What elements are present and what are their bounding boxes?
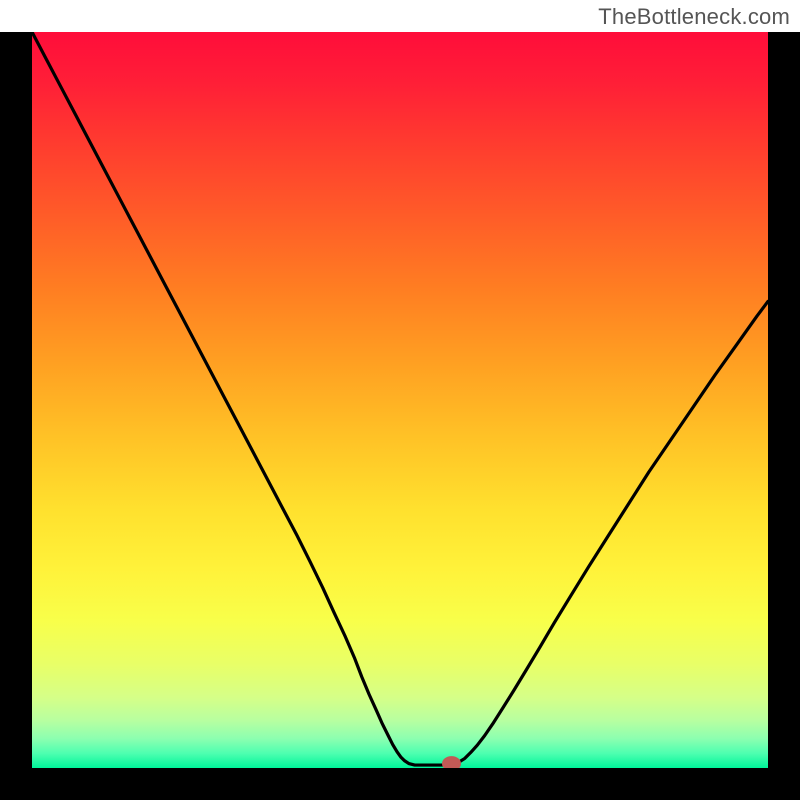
bottleneck-chart: TheBottleneck.com	[0, 0, 800, 800]
chart-svg	[0, 0, 800, 800]
watermark-text: TheBottleneck.com	[598, 4, 790, 30]
plot-background	[32, 32, 768, 768]
